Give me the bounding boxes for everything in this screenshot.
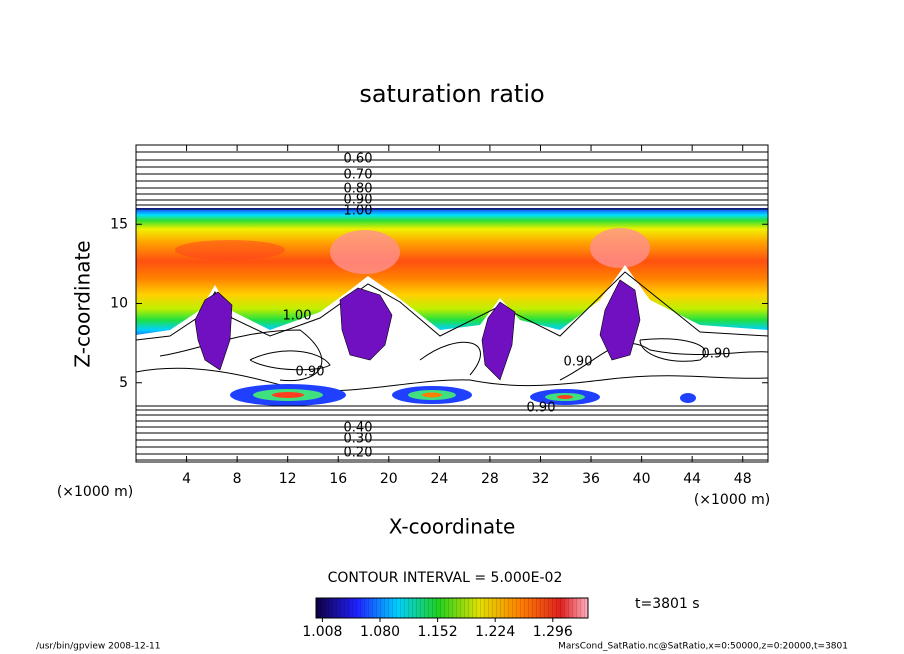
colorbar-tick-label: 1.224 [475, 624, 515, 640]
contour-field [136, 151, 768, 462]
x-tick-label: 40 [633, 471, 651, 487]
contour-label: 0.80 [344, 182, 373, 197]
x-tick-label: 48 [734, 471, 752, 487]
contour-label: 0.90 [527, 401, 556, 416]
chart-title: saturation ratio [359, 80, 544, 108]
x-unit-label: (×1000 m) [694, 492, 770, 508]
colorbar-frame [315, 597, 589, 619]
x-tick-label: 24 [430, 471, 448, 487]
contour-label: 0.30 [344, 432, 373, 447]
contour-label: 1.00 [344, 204, 373, 219]
colorbar-tick-label: 1.080 [360, 624, 400, 640]
contour-label: 0.90 [702, 347, 731, 362]
y-tick-label: 15 [110, 216, 128, 232]
contour-interval: CONTOUR INTERVAL = 5.000E-02 [328, 570, 563, 586]
y-tick-label: 5 [119, 375, 128, 391]
contour-label: 0.20 [344, 446, 373, 461]
y-tick-label: 10 [110, 296, 128, 312]
x-tick-label: 8 [233, 471, 242, 487]
contour-label: 0.60 [344, 152, 373, 167]
x-tick-label: 32 [532, 471, 550, 487]
x-tick-label: 44 [683, 471, 701, 487]
contour-label: 0.40 [344, 421, 373, 436]
y-unit-label: (×1000 m) [57, 484, 133, 500]
contour-label: 0.90 [344, 193, 373, 208]
y-axis-label: Z-coordinate [71, 240, 95, 367]
colorbar-tick-label: 1.008 [302, 624, 342, 640]
x-axis-label: X-coordinate [389, 515, 516, 539]
colorbar-tick-label: 1.296 [533, 624, 573, 640]
x-tick-label: 36 [582, 471, 600, 487]
contour-label: 0.90 [296, 365, 325, 380]
time-label: t=3801 s [635, 596, 700, 612]
x-tick-label: 12 [279, 471, 297, 487]
footer-right: MarsCond_SatRatio.nc@SatRatio,x=0:50000,… [558, 642, 848, 652]
x-tick-label: 20 [380, 471, 398, 487]
x-tick-label: 4 [182, 471, 191, 487]
x-tick-label: 28 [481, 471, 499, 487]
contour-label: 0.70 [344, 168, 373, 183]
footer-left: /usr/bin/gpview 2008-12-11 [36, 642, 160, 652]
colorbar-tick-label: 1.152 [418, 624, 458, 640]
contour-label: 1.00 [283, 309, 312, 324]
contour-label: 0.90 [564, 355, 593, 370]
x-tick-label: 16 [329, 471, 347, 487]
